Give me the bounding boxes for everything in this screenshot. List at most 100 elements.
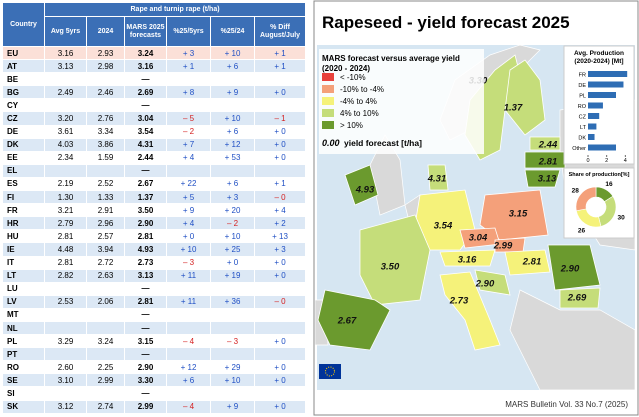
share-label: 30 bbox=[617, 214, 625, 221]
value-cell: 2.52 bbox=[86, 176, 125, 192]
group-header: Rape and turnip rape (t/ha) bbox=[43, 2, 307, 17]
bar-category: LT bbox=[580, 125, 587, 131]
value-cell bbox=[86, 163, 125, 178]
bar-category: RO bbox=[578, 104, 587, 110]
value-cell bbox=[210, 163, 255, 178]
country-cell: LT bbox=[2, 268, 45, 283]
value-cell: + 0 bbox=[253, 137, 307, 152]
value-cell: + 2 bbox=[253, 216, 307, 231]
value-cell bbox=[210, 320, 255, 336]
value-cell: 3.21 bbox=[44, 203, 87, 218]
legend-sample-text: yield forecast [t/ha] bbox=[344, 138, 422, 148]
country-cell: EL bbox=[2, 163, 45, 178]
value-cell: – 3 bbox=[166, 255, 211, 270]
value-cell bbox=[44, 281, 87, 296]
value-cell: + 0 bbox=[253, 373, 307, 388]
value-cell bbox=[253, 98, 307, 113]
country-shape bbox=[474, 269, 511, 296]
table-row: CY — bbox=[2, 98, 307, 113]
value-cell: 2.74 bbox=[86, 399, 125, 415]
value-cell: 3.24 bbox=[124, 45, 167, 61]
table-row: SK 3.12 2.74 2.99– 4 + 9 + 0 bbox=[2, 399, 307, 415]
table-row: NL — bbox=[2, 320, 307, 336]
column-header: Avg 5yrs bbox=[44, 16, 87, 47]
production-title: (2020-2024) [Mt] bbox=[574, 58, 623, 65]
value-cell: + 0 bbox=[253, 360, 307, 375]
value-cell: 2.73 bbox=[124, 255, 167, 270]
legend-swatch bbox=[322, 97, 334, 105]
value-cell: + 1 bbox=[253, 176, 307, 192]
value-cell: 2.79 bbox=[44, 216, 87, 231]
country-shape bbox=[547, 244, 601, 291]
bar-category: FR bbox=[579, 73, 586, 79]
legend-title: (2020 - 2024) bbox=[322, 64, 370, 73]
value-cell bbox=[166, 307, 211, 322]
legend-swatch bbox=[322, 85, 334, 93]
table-row: SE 3.10 2.99 3.30 + 6 + 10 + 0 bbox=[2, 373, 307, 388]
value-cell: + 0 bbox=[253, 268, 307, 283]
yield-label: 3.54 bbox=[434, 221, 453, 232]
value-cell: 1.30 bbox=[44, 190, 87, 205]
value-cell bbox=[44, 347, 87, 362]
legend-swatch bbox=[322, 73, 334, 81]
value-cell bbox=[86, 281, 125, 296]
country-shape bbox=[439, 271, 501, 351]
bar bbox=[588, 81, 624, 88]
eu-flag bbox=[319, 364, 341, 379]
table-row: RO 2.60 2.25 2.90 + 12 + 29 + 0 bbox=[2, 360, 307, 375]
x-tick-label: 2 bbox=[605, 158, 608, 164]
legend-label: < -10% bbox=[340, 73, 366, 82]
value-cell: 4.48 bbox=[44, 242, 87, 257]
value-cell: 2.53 bbox=[44, 294, 87, 309]
value-cell bbox=[44, 307, 87, 322]
country-shape bbox=[427, 164, 449, 191]
value-cell: 2.63 bbox=[86, 268, 125, 283]
value-cell: + 36 bbox=[210, 294, 255, 309]
country-cell: CY bbox=[2, 98, 45, 113]
corner-header: Country bbox=[2, 2, 45, 47]
bar-category: CZ bbox=[579, 115, 587, 121]
bar bbox=[588, 113, 600, 119]
yield-label: 4.93 bbox=[355, 185, 375, 196]
value-cell: 1.33 bbox=[86, 190, 125, 205]
share-label: 16 bbox=[605, 181, 613, 188]
value-cell: + 22 bbox=[166, 176, 211, 192]
bar-category: Other bbox=[572, 146, 586, 152]
country-cell: PL bbox=[2, 334, 45, 349]
value-cell: 3.04 bbox=[124, 111, 167, 126]
table-row: BG 2.49 2.46 2.69 + 8 + 9 + 0 bbox=[2, 85, 307, 100]
bar-category: PL bbox=[579, 94, 586, 100]
value-cell: 2.91 bbox=[86, 203, 125, 218]
value-cell: + 10 bbox=[210, 229, 255, 244]
share-box bbox=[563, 167, 635, 239]
yield-label: 2.73 bbox=[449, 296, 469, 307]
value-cell bbox=[86, 98, 125, 113]
bar bbox=[588, 71, 628, 77]
country-cell: EU bbox=[2, 45, 45, 61]
value-cell bbox=[44, 386, 87, 401]
value-cell: 3.29 bbox=[44, 334, 87, 349]
value-cell: 3.13 bbox=[124, 268, 167, 283]
value-cell: 2.99 bbox=[86, 373, 125, 388]
value-cell: + 3 bbox=[166, 45, 211, 61]
country-cell: HR bbox=[2, 216, 45, 231]
value-cell: + 0 bbox=[253, 255, 307, 270]
legend-swatch bbox=[322, 121, 334, 129]
value-cell: 2.19 bbox=[44, 176, 87, 192]
value-cell: + 8 bbox=[166, 85, 211, 100]
yield-label: 3.50 bbox=[381, 262, 400, 273]
value-cell: + 11 bbox=[166, 294, 211, 309]
yield-label: 3.15 bbox=[509, 209, 528, 220]
eu-stars bbox=[325, 366, 335, 377]
column-header: %25/5yrs bbox=[166, 16, 211, 47]
value-cell bbox=[210, 347, 255, 362]
value-cell: — bbox=[124, 163, 167, 178]
bar-category: DE bbox=[578, 83, 586, 89]
x-tick-label: 4 bbox=[624, 158, 627, 164]
country-shape bbox=[439, 249, 496, 267]
value-cell: — bbox=[124, 347, 167, 362]
legend-box bbox=[319, 49, 484, 154]
value-cell: + 10 bbox=[210, 111, 255, 126]
value-cell bbox=[166, 98, 211, 113]
value-cell bbox=[253, 163, 307, 178]
